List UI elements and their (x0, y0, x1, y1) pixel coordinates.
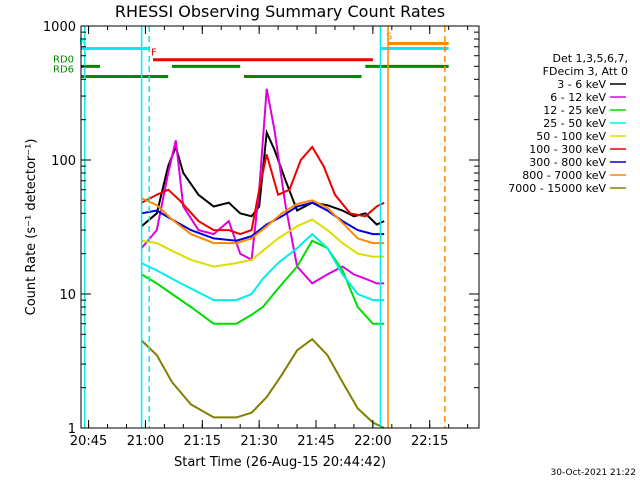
y-tick-label-0: 1 (68, 422, 76, 437)
legend: Det 1,3,5,6,7,FDecim 3, Att 03 - 6 keV6 … (508, 52, 628, 195)
legend-label-6: 300 - 800 keV (529, 156, 606, 169)
legend-label-1: 6 - 12 keV (550, 91, 606, 104)
legend-label-5: 100 - 300 keV (529, 143, 606, 156)
x-tick-label-6: 22:15 (411, 434, 448, 449)
chart-title: RHESSI Observing Summary Count Rates (115, 2, 445, 21)
legend-header-0: Det 1,3,5,6,7, (552, 52, 628, 65)
x-tick-label-5: 22:00 (354, 434, 391, 449)
legend-label-4: 50 - 100 keV (536, 130, 606, 143)
series-line-5 (141, 145, 385, 236)
status-bar-label-rd0: RD0 (53, 54, 74, 65)
y-axis-label: Count Rate (s⁻¹ detector⁻¹) (24, 139, 39, 316)
y-tick-label-1: 10 (59, 288, 76, 303)
vertical-markers (84, 26, 446, 428)
x-tick-label-4: 21:45 (297, 434, 334, 449)
x-tick-label-1: 21:00 (127, 434, 164, 449)
legend-label-8: 7000 - 15000 keV (508, 182, 606, 195)
series-line-8 (140, 337, 385, 429)
legend-header-1: FDecim 3, Att 0 (543, 65, 628, 78)
status-bar-label-f: F (151, 48, 157, 59)
plot-frame (80, 25, 480, 429)
x-tick-label-3: 21:30 (240, 434, 277, 449)
x-tick-label-2: 21:15 (184, 434, 221, 449)
series-line-6 (141, 201, 385, 242)
series-line-1 (140, 88, 385, 285)
status-bar-label-n: N (79, 36, 86, 47)
legend-label-0: 3 - 6 keV (557, 78, 606, 91)
series-line-2 (141, 239, 385, 325)
x-tick-label-0: 20:45 (70, 434, 107, 449)
legend-label-3: 25 - 50 keV (543, 117, 606, 130)
legend-label-2: 12 - 25 keV (543, 104, 606, 117)
status-bar-label-s: S (386, 32, 392, 43)
series-line-3 (141, 232, 385, 302)
series-line-4 (141, 218, 385, 268)
y-tick-label-3: 1000 (43, 20, 76, 35)
series-layer (140, 88, 385, 429)
footer-timestamp: 30-Oct-2021 21:22 (551, 468, 636, 478)
status-bar-label-rd6: RD6 (53, 64, 74, 75)
y-tick-label-2: 100 (51, 154, 76, 169)
x-axis-label: Start Time (26-Aug-15 20:44:42) (174, 455, 386, 470)
series-line-7 (141, 197, 385, 245)
axes: 20:45 21:00 21:15 21:30 21:45 22:00 22:15 1 10 10… (43, 20, 479, 449)
legend-label-7: 800 - 7000 keV (522, 169, 606, 182)
